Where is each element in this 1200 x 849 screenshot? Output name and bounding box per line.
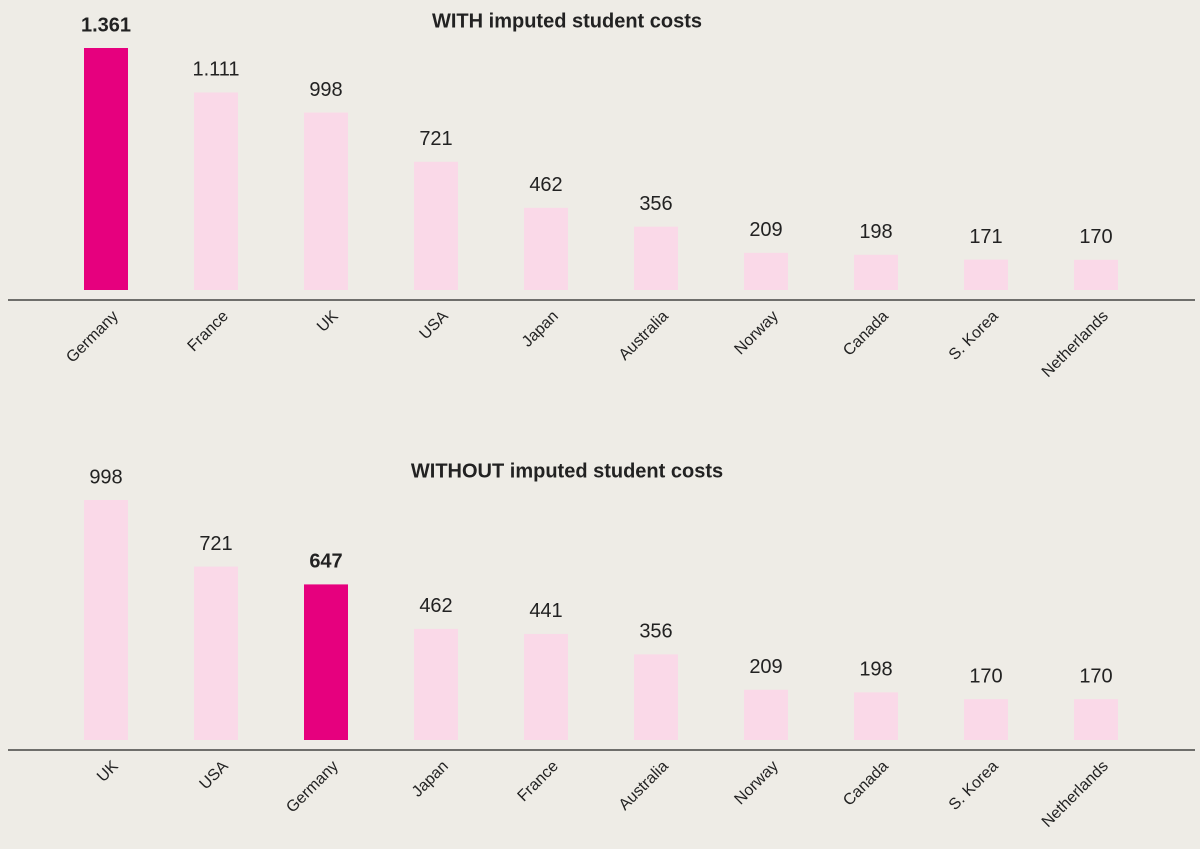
x-tick-label: Canada — [840, 308, 892, 360]
bar — [634, 226, 678, 290]
x-tick-label: Japan — [409, 758, 452, 801]
data-label: 170 — [1079, 226, 1112, 248]
bar — [744, 689, 788, 740]
x-tick-label: S. Korea — [946, 758, 1002, 814]
chart-title: WITH imputed student costs — [432, 10, 702, 32]
bar — [964, 699, 1008, 740]
bar — [524, 633, 568, 740]
data-label: 462 — [419, 595, 452, 617]
x-tick-label: Australia — [616, 758, 672, 814]
x-tick-label: Germany — [283, 758, 342, 817]
data-label: 356 — [639, 621, 672, 643]
data-label: 1.111 — [192, 59, 239, 81]
data-label: 1.361 — [81, 14, 131, 36]
x-tick-label: UK — [314, 308, 342, 336]
data-label: 998 — [89, 466, 122, 488]
x-tick-label: Canada — [840, 758, 892, 810]
bar — [194, 92, 238, 290]
data-label: 721 — [199, 533, 232, 555]
x-tick-label: Germany — [63, 308, 122, 367]
x-tick-label: S. Korea — [946, 308, 1002, 364]
bar — [414, 628, 458, 740]
x-tick-label: USA — [417, 308, 453, 344]
bar — [634, 654, 678, 740]
bar — [414, 161, 458, 290]
x-tick-label: France — [515, 758, 562, 805]
x-tick-label: Japan — [519, 308, 562, 351]
data-label: 647 — [309, 551, 342, 573]
data-label: 170 — [1079, 665, 1112, 687]
data-label: 998 — [309, 79, 342, 101]
x-tick-label: Netherlands — [1039, 758, 1112, 831]
data-label: 209 — [749, 219, 782, 241]
bar — [524, 207, 568, 290]
data-label: 356 — [639, 193, 672, 215]
x-tick-label: Norway — [731, 308, 781, 358]
data-label: 209 — [749, 656, 782, 678]
data-label: 198 — [859, 659, 892, 681]
x-tick-label: France — [185, 308, 232, 355]
bar — [1074, 259, 1118, 290]
bar — [964, 259, 1008, 290]
x-tick-label: Netherlands — [1039, 308, 1112, 381]
data-label: 721 — [419, 128, 452, 150]
x-tick-label: UK — [94, 758, 122, 786]
bar — [84, 500, 128, 740]
x-tick-label: Australia — [616, 308, 672, 364]
chart-title: WITHOUT imputed student costs — [411, 460, 723, 482]
data-label: 441 — [529, 600, 562, 622]
bar — [84, 48, 128, 290]
bar — [854, 254, 898, 290]
bar — [194, 566, 238, 740]
bar — [304, 112, 348, 290]
x-tick-label: Norway — [731, 758, 781, 808]
data-label: 171 — [969, 226, 1002, 248]
data-label: 198 — [859, 221, 892, 243]
data-label: 462 — [529, 174, 562, 196]
bar — [304, 584, 348, 740]
bar — [744, 252, 788, 290]
data-label: 170 — [969, 665, 1002, 687]
bar — [1074, 699, 1118, 740]
x-tick-label: USA — [197, 758, 233, 794]
bar — [854, 692, 898, 740]
